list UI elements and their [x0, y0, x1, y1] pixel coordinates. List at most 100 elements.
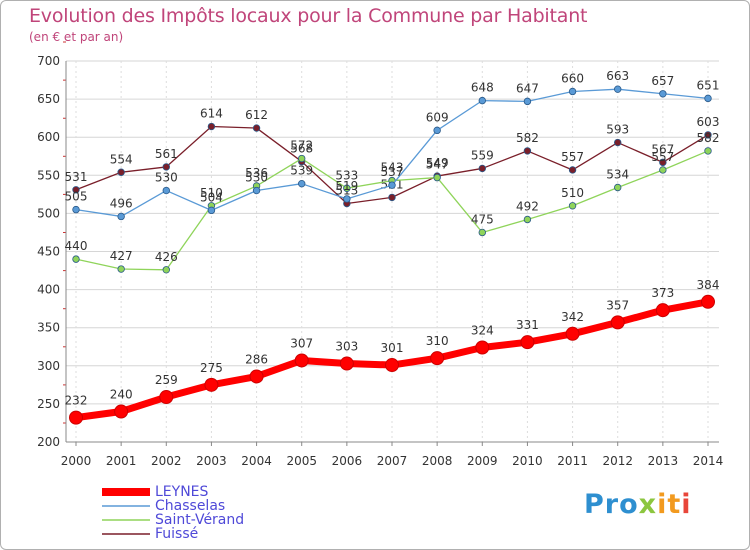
- data-label-leynes-2005: 307: [290, 336, 313, 350]
- data-point-leynes-2008: [430, 351, 445, 366]
- data-label-leynes-2008: 310: [426, 334, 449, 348]
- x-tick-label-2005: 2005: [286, 454, 317, 468]
- x-tick-label-2006: 2006: [332, 454, 363, 468]
- x-tick-label-2014: 2014: [693, 454, 724, 468]
- data-label-saint-verand-2001: 427: [110, 249, 133, 263]
- data-point-saint-verand-2013: [659, 166, 667, 174]
- data-label-chasselas-2009: 648: [471, 81, 494, 95]
- data-point-leynes-2012: [610, 315, 625, 330]
- logo-part-2: x: [638, 489, 658, 520]
- data-label-chasselas-2013: 657: [651, 74, 674, 88]
- data-point-fuisse-2014: [704, 131, 712, 139]
- data-label-saint-verand-2008: 547: [426, 158, 449, 172]
- data-label-saint-verand-2014: 582: [697, 131, 720, 145]
- data-point-leynes-2011: [565, 326, 580, 341]
- data-label-chasselas-2011: 660: [561, 71, 584, 85]
- data-label-chasselas-2007: 537: [381, 165, 404, 179]
- legend-swatch-leynes: [102, 488, 150, 496]
- y-tick-label-550: 550: [37, 168, 60, 182]
- legend-item-chasselas: Chasselas: [101, 499, 244, 513]
- data-label-leynes-2014: 384: [697, 278, 720, 292]
- data-point-leynes-2009: [475, 340, 490, 355]
- x-tick-label-2012: 2012: [602, 454, 633, 468]
- data-label-fuisse-2003: 614: [200, 107, 223, 121]
- data-point-chasselas-2003: [207, 206, 216, 215]
- data-point-saint-verand-2012: [614, 183, 622, 192]
- data-label-saint-verand-2006: 533: [335, 168, 358, 182]
- legend-swatch-fuisse: [102, 533, 150, 535]
- data-point-leynes-2004: [249, 369, 264, 384]
- data-point-chasselas-2005: [298, 179, 306, 188]
- y-tick-label-300: 300: [37, 359, 60, 373]
- data-label-chasselas-2014: 651: [697, 78, 720, 92]
- legend-swatch-saint-verand: [102, 519, 150, 521]
- y-tick-label-450: 450: [37, 245, 60, 259]
- x-tick-label-2008: 2008: [422, 454, 453, 468]
- data-point-leynes-2013: [655, 303, 670, 318]
- data-point-fuisse-2003: [207, 122, 216, 131]
- x-tick-label-2002: 2002: [151, 454, 182, 468]
- data-label-saint-verand-2005: 572: [290, 139, 313, 153]
- data-label-leynes-2003: 275: [200, 361, 223, 375]
- data-point-leynes-2007: [385, 358, 399, 373]
- data-label-chasselas-2003: 504: [200, 190, 223, 204]
- proxiti-logo: Proxiti: [584, 489, 692, 520]
- data-label-leynes-2001: 240: [110, 388, 133, 402]
- data-point-leynes-2001: [114, 404, 129, 419]
- legend-label-chasselas: Chasselas: [155, 498, 226, 514]
- data-label-fuisse-2013: 567: [651, 142, 674, 156]
- chart-title: Evolution des Impôts locaux pour la Comm…: [29, 5, 588, 27]
- data-label-chasselas-2008: 609: [426, 110, 449, 124]
- data-label-fuisse-2005: 568: [290, 142, 313, 156]
- data-label-saint-verand-2013: 557: [651, 150, 674, 164]
- data-label-chasselas-2010: 647: [516, 81, 539, 95]
- data-label-fuisse-2008: 549: [426, 156, 449, 170]
- data-point-fuisse-2009: [478, 164, 486, 173]
- data-point-fuisse-2011: [568, 166, 577, 174]
- data-point-leynes-2010: [520, 335, 535, 350]
- data-label-leynes-2002: 259: [155, 373, 178, 387]
- legend-item-fuisse: Fuissé: [101, 527, 244, 541]
- data-point-chasselas-2013: [659, 90, 667, 98]
- x-tick-label-2011: 2011: [557, 454, 588, 468]
- legend-item-saint-verand: Saint-Vérand: [101, 513, 244, 527]
- data-label-leynes-2000: 232: [65, 394, 88, 408]
- data-point-saint-verand-2002: [162, 266, 170, 274]
- data-point-saint-verand-2014: [704, 147, 712, 155]
- data-label-saint-verand-2011: 510: [561, 186, 584, 200]
- y-tick-label-650: 650: [37, 92, 60, 106]
- data-label-chasselas-2004: 530: [245, 171, 268, 185]
- data-point-fuisse-2002: [162, 163, 170, 171]
- data-point-chasselas-2004: [252, 186, 261, 195]
- data-point-leynes-2006: [339, 356, 354, 371]
- logo-part-3: it: [657, 489, 682, 520]
- data-point-leynes-2003: [204, 377, 219, 392]
- x-tick-label-2009: 2009: [467, 454, 498, 468]
- data-point-saint-verand-2008: [433, 173, 441, 182]
- logo-part-4: i: [681, 489, 692, 520]
- x-tick-label-2004: 2004: [241, 454, 272, 468]
- data-point-saint-verand-2000: [72, 255, 80, 263]
- data-label-chasselas-2005: 539: [290, 164, 313, 178]
- x-tick-label-2003: 2003: [196, 454, 227, 468]
- data-point-saint-verand-2006: [343, 184, 351, 192]
- y-tick-label-700: 700: [37, 54, 60, 68]
- data-point-saint-verand-2009: [478, 228, 486, 237]
- data-label-fuisse-2011: 557: [561, 150, 584, 164]
- data-label-leynes-2012: 357: [606, 298, 629, 312]
- data-label-fuisse-2000: 531: [65, 170, 88, 184]
- data-label-chasselas-2006: 519: [335, 179, 358, 193]
- legend: LEYNES Chasselas Saint-Vérand Fuissé: [101, 485, 244, 541]
- data-label-chasselas-2001: 496: [110, 196, 133, 210]
- data-label-fuisse-2014: 603: [697, 115, 720, 129]
- legend-swatch-chasselas: [102, 505, 150, 507]
- data-label-fuisse-2012: 593: [606, 123, 629, 137]
- data-label-saint-verand-2007: 543: [381, 161, 404, 175]
- data-point-chasselas-2014: [704, 94, 712, 103]
- data-label-fuisse-2009: 559: [471, 148, 494, 162]
- data-point-leynes-2005: [294, 353, 309, 368]
- data-label-leynes-2004: 286: [245, 352, 268, 366]
- data-point-fuisse-2012: [614, 138, 622, 147]
- data-point-fuisse-2010: [523, 147, 532, 155]
